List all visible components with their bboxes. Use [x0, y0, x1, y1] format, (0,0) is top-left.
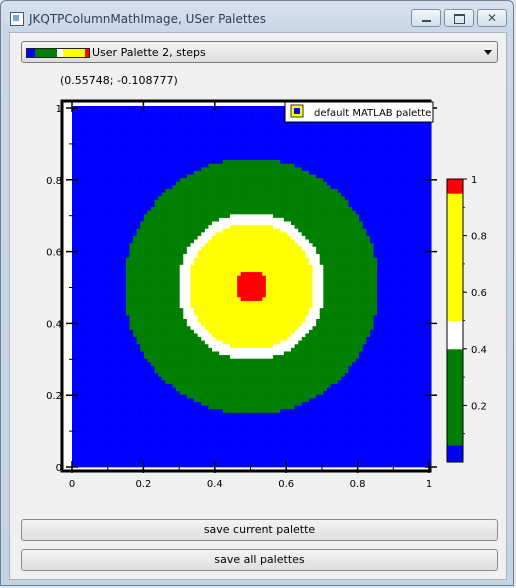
x-tick-label: 0	[69, 479, 75, 490]
colorbar-tick-label: 0.8	[471, 232, 487, 243]
x-tick-label: 0.4	[207, 479, 223, 490]
legend-palette-icon-inner	[294, 108, 300, 114]
y-tick-label: 0.4	[46, 319, 62, 330]
image-plot[interactable]: 0 0.2 0.4 0.6 0.8 1 0 0.2 0.4 0.6 0.8 1 default MA…	[10, 91, 506, 521]
client-area: User Palette 2, steps (0.55748; -0.10877…	[9, 32, 507, 580]
application-icon	[10, 12, 24, 26]
minimize-button[interactable]	[411, 9, 441, 27]
chevron-down-icon	[484, 50, 492, 55]
colorbar-band	[447, 179, 463, 194]
colorbar-tick-label: 0.2	[471, 401, 487, 412]
mouse-coordinate-readout: (0.55748; -0.108777)	[60, 74, 178, 87]
x-tick-label: 0.6	[278, 479, 294, 490]
x-tick-label: 1	[426, 479, 432, 490]
y-tick-label: 0.2	[46, 391, 62, 402]
y-tick-label: 0.6	[46, 248, 62, 259]
y-tick-label: 0	[56, 463, 62, 474]
x-tick-label: 0.2	[135, 479, 151, 490]
title-bar[interactable]: JKQTPColumnMathImage, USer Palettes ✕	[1, 1, 513, 35]
palette-select[interactable]: User Palette 2, steps	[21, 41, 498, 63]
y-tick-label: 1	[56, 104, 62, 115]
close-icon: ✕	[486, 11, 498, 25]
close-button[interactable]: ✕	[477, 9, 507, 27]
save-all-palettes-button[interactable]: save all palettes	[21, 549, 498, 571]
x-axis: 0 0.2 0.4 0.6 0.8 1	[69, 100, 432, 490]
y-axis: 0 0.2 0.4 0.6 0.8 1	[46, 104, 437, 474]
palette-preview-icon	[26, 48, 90, 58]
save-current-palette-button[interactable]: save current palette	[21, 519, 498, 541]
colorbar-band	[447, 320, 463, 350]
colorbar-tick-label: 0.4	[471, 345, 487, 356]
maximize-button[interactable]	[444, 9, 474, 27]
colorbar-band	[447, 445, 463, 463]
colorbar: 0.2 0.4 0.6 0.8 1	[446, 175, 487, 463]
colorbar-band	[447, 348, 463, 446]
colorbar-band	[447, 193, 463, 321]
legend-label: default MATLAB palette	[314, 108, 431, 119]
y-tick-label: 0.8	[46, 176, 62, 187]
palette-select-value: User Palette 2, steps	[92, 46, 206, 59]
window-title: JKQTPColumnMathImage, USer Palettes	[29, 12, 266, 26]
colorbar-tick-label: 1	[471, 175, 477, 186]
colorbar-tick-label: 0.6	[471, 288, 487, 299]
plot-legend: default MATLAB palette	[284, 101, 434, 123]
x-tick-label: 0.8	[350, 479, 366, 490]
image-raster	[72, 106, 432, 468]
